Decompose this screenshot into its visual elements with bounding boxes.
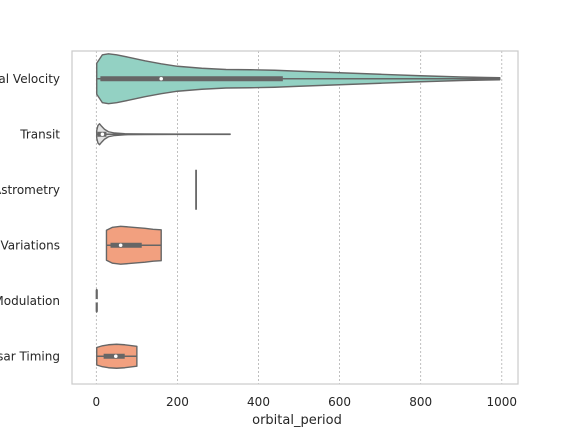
violin-median [100,132,105,137]
y-tick-label: Modulation [0,294,60,308]
y-tick-label: Variations [1,238,61,252]
x-tick-label: 0 [93,395,101,409]
violin-median [159,76,163,81]
y-tick-label: sar Timing [0,349,60,363]
x-tick-label: 200 [166,395,189,409]
x-tick-label: 1000 [487,395,518,409]
violin-3 [105,225,162,265]
x-tick-label: 400 [247,395,270,409]
violin-1 [96,123,231,146]
x-ticks: 0 200 400 600 800 1000 [93,395,518,409]
x-tick-label: 800 [409,395,432,409]
violin-median [118,243,123,248]
y-tick-label: al Velocity [0,72,60,86]
x-axis-label: orbital_period [252,413,342,428]
y-tick-label: Transit [19,127,60,141]
plot-frame [71,50,519,385]
violin-median [113,354,118,359]
y-ticks: al Velocity Transit Astrometry Variations Mo… [0,72,60,364]
y-tick-label: Astrometry [0,183,60,197]
violin-0 [96,53,501,105]
grid-lines [95,51,503,384]
violin-median [94,298,99,303]
x-tick-label: 600 [328,395,351,409]
violin-5 [96,343,138,369]
violins [94,53,501,369]
violin-4 [94,288,99,313]
